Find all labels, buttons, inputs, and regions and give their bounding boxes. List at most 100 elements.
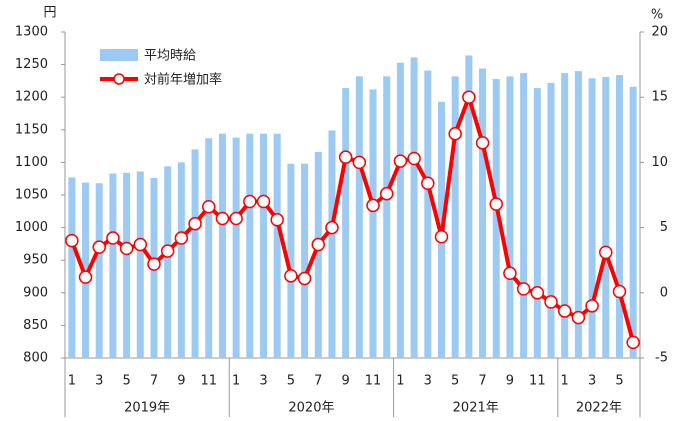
line-marker <box>516 282 531 296</box>
y-tick-label: 1250 <box>15 57 48 72</box>
bar <box>451 76 459 358</box>
bar <box>492 78 500 358</box>
line-marker <box>92 240 106 254</box>
line-marker <box>503 266 517 280</box>
group-label: 2021年 <box>453 401 499 416</box>
bar <box>301 163 309 358</box>
x-tick-label: 11 <box>365 374 382 389</box>
bar <box>328 130 336 358</box>
bar <box>602 76 610 358</box>
x-tick-label: 1 <box>68 374 76 389</box>
y2-tick-label: 20 <box>651 25 668 40</box>
bar <box>547 82 555 358</box>
bar <box>191 149 199 358</box>
bar <box>615 75 623 359</box>
line-marker <box>379 186 394 201</box>
x-tick-label: 9 <box>342 374 350 389</box>
line-marker <box>393 154 408 168</box>
line-marker <box>311 237 326 252</box>
line-marker <box>585 299 599 313</box>
line-marker <box>243 194 257 209</box>
legend-label: 平均時給 <box>144 49 196 64</box>
bar <box>123 172 131 358</box>
line-marker <box>434 229 449 244</box>
bar <box>314 151 322 358</box>
y-tick-label: 1100 <box>15 155 48 170</box>
bar <box>246 133 254 358</box>
bar <box>68 177 76 358</box>
x-tick-label: 9 <box>177 374 185 389</box>
line-marker <box>270 213 284 227</box>
line-marker <box>133 237 148 252</box>
y2-tick-label: 10 <box>651 155 668 170</box>
group-label: 2019年 <box>124 401 170 416</box>
bar <box>465 55 473 359</box>
line-marker <box>448 126 462 141</box>
y2-tick-label: 0 <box>660 285 668 300</box>
bar <box>287 163 295 358</box>
x-tick-label: 3 <box>259 374 267 389</box>
legend-marker <box>113 73 125 85</box>
line-marker <box>160 244 175 258</box>
line-marker <box>202 199 216 214</box>
y-tick-label: 1150 <box>15 122 48 137</box>
bar <box>136 171 144 358</box>
x-tick-label: 11 <box>529 374 546 389</box>
bar <box>273 133 281 358</box>
line-marker <box>599 245 613 260</box>
y2-tick-label: 5 <box>660 220 668 235</box>
legend-label: 対前年増加率 <box>144 72 222 88</box>
line-marker <box>571 310 586 325</box>
y-tick-label: 1300 <box>15 25 48 40</box>
bar <box>506 76 514 358</box>
line-marker <box>475 136 490 150</box>
y-tick-label: 950 <box>23 253 48 268</box>
line-marker <box>557 304 572 318</box>
line-marker <box>229 211 243 226</box>
bar <box>218 133 226 358</box>
bar <box>205 138 213 358</box>
y-tick-label: 900 <box>23 285 48 300</box>
x-tick-label: 5 <box>287 374 295 389</box>
y2-tick-label: -5 <box>655 351 668 366</box>
bar <box>355 76 363 358</box>
x-tick-label: 9 <box>506 374 514 389</box>
y-unit: 円 <box>43 6 56 21</box>
line-marker <box>106 231 120 245</box>
y-tick-label: 1200 <box>15 90 48 105</box>
bar <box>260 133 268 358</box>
line-marker <box>407 151 421 166</box>
bar <box>533 88 541 359</box>
x-tick-label: 7 <box>314 374 322 389</box>
x-tick-label: 5 <box>451 374 459 389</box>
x-tick-label: 7 <box>478 374 486 389</box>
x-tick-label: 3 <box>588 374 596 389</box>
y2-tick-label: 15 <box>651 90 668 105</box>
line-marker <box>338 150 353 164</box>
line-marker <box>284 269 298 283</box>
line-marker <box>188 216 202 231</box>
group-label: 2022年 <box>576 401 622 416</box>
line-marker <box>174 231 189 245</box>
bar <box>520 73 528 359</box>
line-marker <box>65 233 79 248</box>
line-marker <box>119 241 134 256</box>
x-tick-label: 1 <box>396 374 404 389</box>
bar <box>177 162 185 358</box>
line-marker <box>612 284 627 299</box>
bar <box>561 73 569 359</box>
x-tick-label: 7 <box>150 374 158 389</box>
bar <box>574 71 582 359</box>
y-tick-label: 1050 <box>15 188 48 203</box>
line-marker <box>256 194 271 209</box>
x-tick-label: 3 <box>424 374 432 389</box>
bar <box>479 68 487 359</box>
bar <box>82 182 90 358</box>
bar <box>342 88 350 359</box>
line-marker <box>462 90 476 104</box>
bar <box>396 62 404 358</box>
line-marker <box>366 198 380 213</box>
x-tick-label: 1 <box>561 374 569 389</box>
group-label: 2020年 <box>288 401 334 416</box>
bar <box>109 173 117 358</box>
